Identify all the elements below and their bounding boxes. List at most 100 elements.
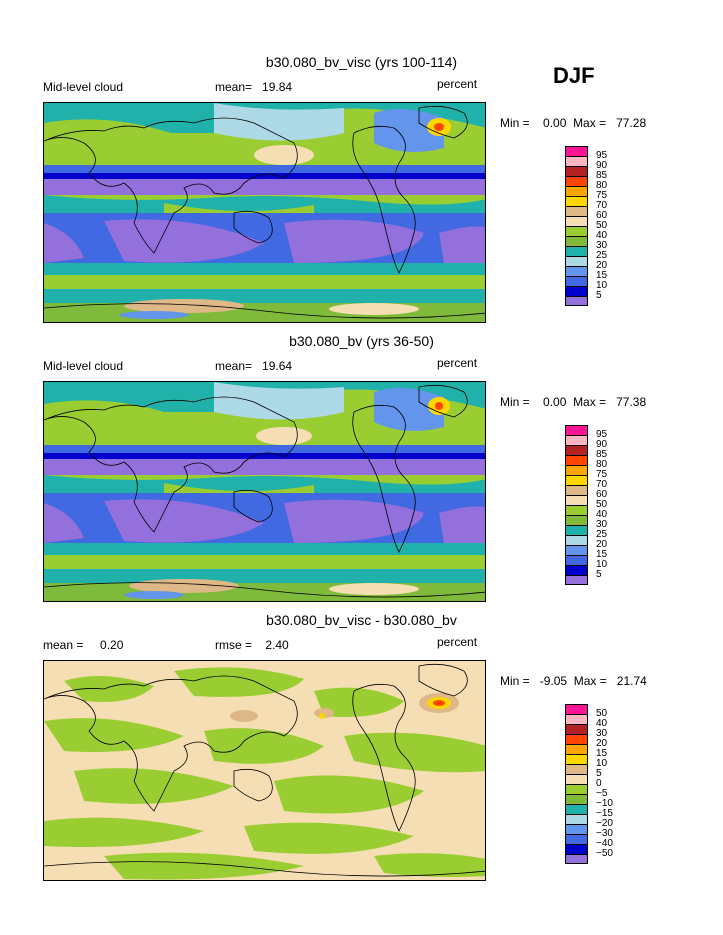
panel2-minmax: Min = 0.00 Max = 77.38	[500, 395, 646, 409]
panel1-legend-swatch	[565, 186, 588, 196]
panel2-legend-swatch	[565, 435, 588, 445]
panel1-legend-swatch	[565, 166, 588, 176]
panel1-legend	[565, 146, 589, 306]
panel2-legend	[565, 425, 589, 585]
panel1-legend-label: 50	[596, 220, 608, 231]
panel2-contour-map	[44, 382, 485, 601]
panel3-legend-swatch	[565, 754, 588, 764]
panel1-legend-label: 10	[596, 280, 608, 291]
panel1-legend-label: 95	[596, 150, 608, 161]
panel2-legend-swatch	[565, 445, 588, 455]
panel1-legend-label: 5	[596, 290, 602, 301]
panel2-legend-label: 10	[596, 559, 608, 570]
panel3-legend-label: −50	[596, 848, 613, 859]
panel1-legend-label: 70	[596, 200, 608, 211]
panel2-legend-label: 15	[596, 549, 608, 560]
panel2-legend-swatch	[565, 505, 588, 515]
panel3-legend-label: 30	[596, 728, 608, 739]
panel1-field-label: Mid-level cloud	[43, 80, 124, 94]
panel3-contour-map	[44, 661, 485, 880]
panel3-min-value: -9.05	[539, 674, 568, 688]
panel3-legend-label: 20	[596, 738, 608, 749]
panel1-mean-value: 19.84	[262, 80, 293, 94]
panel3-legend-swatch	[565, 714, 588, 724]
panel2-mean-label: mean=	[215, 359, 253, 373]
panel2-min-value: 0.00	[543, 395, 567, 409]
panel1-legend-label: 25	[596, 250, 608, 261]
panel2-legend-swatch	[565, 485, 588, 495]
panel3-units: percent	[437, 635, 478, 649]
panel1-min-label: Min =	[500, 116, 530, 130]
panel1-legend-swatch	[565, 296, 588, 306]
panel2-legend-label: 50	[596, 499, 608, 510]
panel3-title: b30.080_bv_visc - b30.080_bv	[266, 612, 457, 628]
panel1-legend-label: 60	[596, 210, 608, 221]
panel3-legend-swatch	[565, 824, 588, 834]
panel2-legend-label: 85	[596, 449, 608, 460]
panel1-legend-swatch	[565, 216, 588, 226]
panel1-legend-label: 85	[596, 170, 608, 181]
panel3-legend-swatch	[565, 844, 588, 854]
panel3-min-label: Min =	[500, 674, 530, 688]
panel3-legend-swatch	[565, 724, 588, 734]
panel3-legend-label: −40	[596, 838, 613, 849]
panel2-legend-label: 30	[596, 519, 608, 530]
panel2-legend-label: 95	[596, 429, 608, 440]
panel2-legend-label: 20	[596, 539, 608, 550]
panel3-legend	[565, 704, 589, 864]
panel1-legend-label: 80	[596, 180, 608, 191]
panel3-legend-swatch	[565, 744, 588, 754]
panel1-units: percent	[437, 77, 478, 91]
panel2-legend-swatch	[565, 535, 588, 545]
panel2-legend-label: 40	[596, 509, 608, 520]
panel3-rmse: rmse = 2.40	[215, 638, 289, 652]
panel1-legend-swatch	[565, 256, 588, 266]
panel2-max-label: Max =	[573, 395, 607, 409]
panel1-max-value: 77.28	[616, 116, 647, 130]
panel1-contour-map	[44, 103, 485, 322]
panel2-legend-swatch	[565, 545, 588, 555]
panel3-minmax: Min = -9.05 Max = 21.74	[500, 674, 647, 688]
panel3-max-value: 21.74	[616, 674, 647, 688]
panel3-legend-swatch	[565, 794, 588, 804]
panel2-legend-swatch	[565, 475, 588, 485]
panel3-legend-label: −30	[596, 828, 613, 839]
panel2-units: percent	[437, 356, 478, 370]
panel3-legend-label: −20	[596, 818, 613, 829]
panel1-legend-swatch	[565, 156, 588, 166]
panel1-legend-swatch	[565, 286, 588, 296]
panel3-legend-swatch	[565, 764, 588, 774]
panel3-legend-swatch	[565, 774, 588, 784]
panel2-legend-swatch	[565, 495, 588, 505]
panel1-legend-swatch	[565, 146, 588, 156]
panel3-legend-label: 5	[596, 768, 602, 779]
panel1-map	[43, 102, 486, 323]
panel2-max-value: 77.38	[616, 395, 647, 409]
panel3-map	[43, 660, 486, 881]
panel1-legend-label: 90	[596, 160, 608, 171]
panel3-legend-label: −5	[596, 788, 608, 799]
season-label: DJF	[553, 63, 595, 88]
panel2-legend-label: 60	[596, 489, 608, 500]
panel2-legend-label: 80	[596, 459, 608, 470]
panel1-min-value: 0.00	[543, 116, 567, 130]
panel2-legend-label: 25	[596, 529, 608, 540]
panel3-mean-label: mean =	[43, 638, 84, 652]
panel1-legend-swatch	[565, 176, 588, 186]
panel3-mean: mean = 0.20	[43, 638, 123, 652]
panel3-legend-label: −10	[596, 798, 613, 809]
panel1-legend-label: 15	[596, 270, 608, 281]
panel2-legend-swatch	[565, 565, 588, 575]
panel3-legend-swatch	[565, 804, 588, 814]
panel3-legend-label: 40	[596, 718, 608, 729]
panel1-legend-swatch	[565, 236, 588, 246]
panel1-legend-label: 30	[596, 240, 608, 251]
panel3-legend-swatch	[565, 784, 588, 794]
panel1-legend-label: 40	[596, 230, 608, 241]
panel3-legend-swatch	[565, 704, 588, 714]
panel2-legend-label: 70	[596, 479, 608, 490]
panel2-mean-value: 19.64	[262, 359, 293, 373]
panel1-max-label: Max =	[573, 116, 607, 130]
panel2-legend-swatch	[565, 515, 588, 525]
panel2-legend-swatch	[565, 455, 588, 465]
